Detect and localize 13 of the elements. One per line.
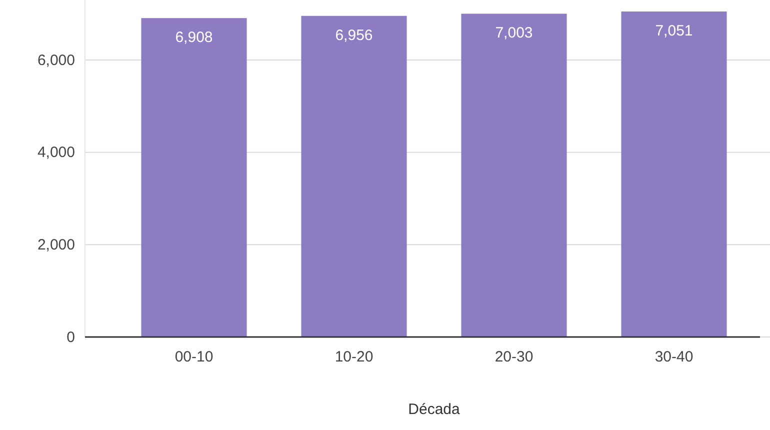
y-tick-label: 4,000: [37, 144, 75, 162]
x-tick-label: 10-20: [334, 348, 374, 366]
y-tick-label: 0: [66, 328, 75, 346]
x-tick-label: 00-10: [174, 348, 214, 366]
y-tick-label: 6,000: [37, 52, 75, 69]
data-label: 6,908: [175, 29, 213, 46]
x-axis-title: Década: [408, 401, 461, 418]
data-label: 6,956: [335, 26, 373, 44]
y-tick-label: 2,000: [37, 236, 75, 254]
x-tick-label: 30-40: [654, 348, 694, 366]
data-label: 7,003: [495, 24, 533, 42]
x-tick-label: 20-30: [494, 348, 534, 366]
data-label: 7,051: [655, 22, 693, 40]
